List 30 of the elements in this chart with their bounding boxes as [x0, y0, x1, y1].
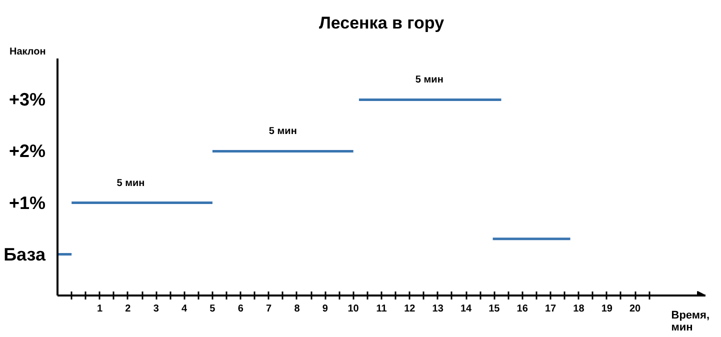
- x-tick-label: 18: [573, 304, 585, 314]
- x-tick-label: 9: [322, 304, 328, 314]
- x-tick-label: 1: [96, 304, 103, 314]
- y-tick-label: +2%: [8, 141, 46, 162]
- x-tick-label: 16: [516, 304, 528, 314]
- annotation: 5 мин: [415, 74, 444, 86]
- y-tick-label: +3%: [8, 90, 46, 110]
- x-tick-label: 20: [630, 304, 642, 314]
- y-axis-title: Наклон: [10, 46, 46, 58]
- y-tick-label: База: [4, 244, 46, 264]
- x-tick-label: 17: [544, 304, 557, 314]
- x-tick-label: 14: [460, 304, 472, 314]
- x-tick-label: 19: [601, 304, 613, 314]
- x-tick-label: 6: [238, 304, 244, 314]
- x-tick-label: 5: [210, 304, 216, 314]
- x-tick-label: 7: [266, 304, 272, 314]
- x-tick-label: 11: [376, 304, 388, 314]
- x-tick-label: 12: [404, 304, 416, 314]
- y-tick-label: +1%: [8, 192, 46, 213]
- x-tick-label: 3: [153, 304, 160, 314]
- x-tick-label: 8: [294, 304, 300, 314]
- x-tick-label: 15: [488, 304, 500, 314]
- x-tick-label: 13: [432, 304, 444, 314]
- annotation: 5 мин: [268, 126, 297, 138]
- chart-title: Лесенка в гору: [318, 14, 445, 32]
- x-tick-label: 2: [125, 304, 132, 314]
- annotation: 5 мин: [116, 178, 145, 189]
- x-tick-label: 4: [182, 304, 188, 314]
- x-axis-title: Время, мин: [671, 310, 710, 334]
- x-tick-label: 10: [348, 304, 360, 314]
